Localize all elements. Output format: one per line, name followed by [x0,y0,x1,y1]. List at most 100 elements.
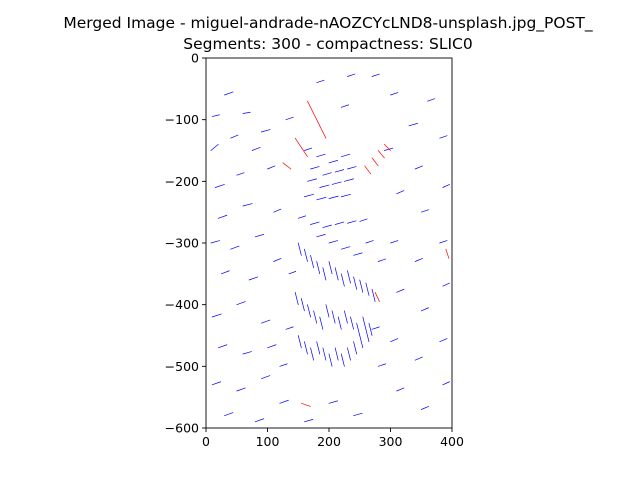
edge-segment [442,184,450,188]
edge-segment [408,123,418,127]
edge-segment [316,197,327,201]
edge-segment [310,254,314,269]
edge-segment [316,79,325,84]
series-1 [282,100,450,407]
edge-segment [439,240,448,244]
edge-segment [353,341,358,355]
edge-segment [439,135,448,139]
edge-segment [316,341,321,355]
edge-segment [313,113,321,127]
edge-segment [310,221,320,225]
edge-segment [297,335,302,349]
edge-segment [396,190,405,195]
edge-segment [307,178,318,182]
edge-segment [353,412,363,417]
edge-segment [377,363,386,367]
edge-segment [374,291,380,302]
edge-segment [224,412,234,417]
edge-segment [328,261,333,275]
edge-segment [377,258,386,262]
edge-segment [210,143,219,151]
edge-segment [442,282,450,287]
edge-segment [273,258,282,262]
edge-segment [396,387,405,392]
edge-segment [328,400,338,404]
x-tick-label: 300 [379,434,403,449]
edge-segment [210,240,220,244]
edge-segment [328,240,338,244]
edge-segment [390,338,399,343]
edge-segment [365,240,374,244]
edge-segment [251,147,261,151]
edge-segment [267,344,277,349]
x-tick-label: 100 [256,434,280,449]
edge-segment [414,258,423,262]
edge-segment [310,166,320,170]
edge-segment [261,375,271,380]
edge-segment [242,203,253,207]
edge-segment [350,316,354,330]
edge-segment [322,224,332,228]
edge-segment [288,271,297,275]
edge-segment [297,215,306,219]
edge-segment [368,322,373,336]
edge-segment [356,322,361,336]
edge-segment [217,214,228,219]
edge-segment [340,104,350,108]
edge-segment [221,270,230,275]
edge-segment [365,328,370,343]
edge-segment [322,172,332,176]
edge-segment [328,160,338,164]
edge-segment [236,301,246,306]
series-layer [210,73,450,423]
edge-segment [267,165,276,170]
edge-segment [319,316,324,330]
edge-segment [414,165,423,170]
edge-segment [334,221,345,225]
y-tick-label: −200 [165,174,199,189]
edge-segment [313,310,318,324]
y-tick-label: 0 [191,51,199,66]
edge-segment [347,166,357,170]
edge-segment [211,381,222,386]
edge-segment [337,316,342,330]
edge-segment [371,73,380,77]
edge-segment [254,418,265,423]
edge-segment [279,363,288,367]
edge-segment [230,134,239,139]
edge-segment [414,356,423,361]
edge-segment [300,298,305,312]
edge-segment [261,129,271,133]
edge-segment [304,193,314,198]
edge-segment [285,326,294,330]
edge-segment [322,267,327,281]
edge-segment [344,178,354,182]
edge-segment [390,92,399,96]
edge-segment [420,209,429,213]
edge-segment [211,313,222,318]
edge-segment [384,147,394,151]
edge-segment [248,276,259,281]
edge-segment [331,310,336,324]
edge-segment [340,273,345,287]
edge-segment [273,208,282,213]
edge-segment [279,399,289,404]
edge-segment [254,234,265,238]
x-tick-label: 400 [440,434,464,449]
edge-segment [300,147,308,158]
edge-segment [230,245,240,250]
edge-segment [304,248,308,262]
y-tick-label: −400 [165,297,199,312]
edge-segment [310,347,314,361]
edge-segment [359,218,368,222]
edge-segment [340,353,345,367]
edge-segment [325,304,330,318]
edge-segment [316,234,326,238]
y-tick-label: −600 [165,421,199,436]
edge-segment [242,351,252,355]
edge-segment [242,111,251,114]
edge-segment [396,288,405,293]
edge-segment [442,381,450,386]
edge-segment [316,261,321,275]
